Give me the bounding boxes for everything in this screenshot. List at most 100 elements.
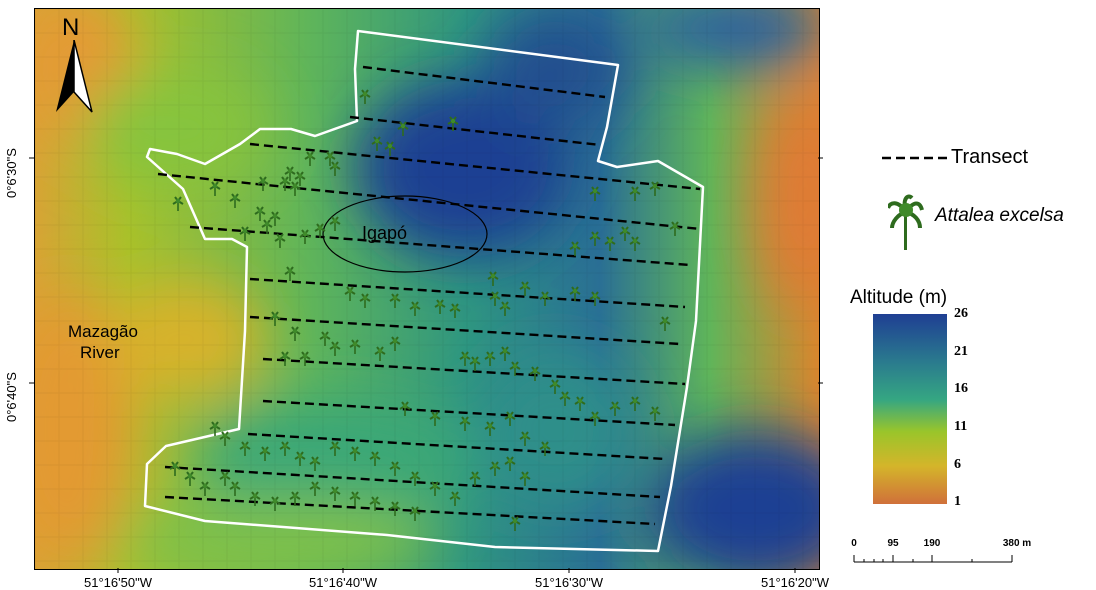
palm-marker — [629, 396, 641, 411]
altitude-tick-21: 21 — [954, 344, 968, 359]
palm-marker — [649, 181, 661, 196]
palm-marker — [349, 491, 361, 506]
palm-marker — [504, 411, 516, 426]
palm-legend-icon — [888, 194, 924, 250]
palm-marker — [509, 361, 521, 376]
transects — [157, 65, 701, 526]
altitude-color-ramp — [873, 314, 947, 504]
palm-marker — [209, 421, 221, 436]
palm-marker — [259, 446, 271, 461]
study-area-boundary — [143, 29, 705, 553]
transect-legend-icon — [882, 156, 952, 160]
altitude-tick-16: 16 — [954, 381, 968, 396]
palm-marker — [629, 236, 641, 251]
palm-marker — [359, 89, 371, 104]
palm-marker — [409, 506, 421, 521]
river-label-line2: River — [80, 343, 120, 362]
palm-marker — [519, 281, 531, 296]
altitude-tick-1: 1 — [954, 494, 961, 509]
palm-marker — [184, 471, 196, 486]
palm-marker — [294, 171, 306, 186]
palm-marker — [384, 141, 396, 156]
transect-line — [249, 142, 701, 191]
palm-marker — [589, 291, 601, 306]
palm-marker — [399, 401, 411, 416]
palm-marker — [309, 456, 321, 471]
altitude-map — [35, 9, 819, 569]
palm-marker — [469, 356, 481, 371]
north-arrow: N — [52, 14, 96, 114]
palm-marker — [429, 481, 441, 496]
palm-marker — [294, 451, 306, 466]
palm-marker — [429, 411, 441, 426]
palm-marker — [459, 416, 471, 431]
palm-marker — [279, 176, 291, 191]
palm-marker — [469, 471, 481, 486]
palm-marker — [329, 161, 341, 176]
transect-line — [262, 399, 676, 427]
palm-marker — [669, 221, 681, 236]
palm-marker — [504, 456, 516, 471]
palm-marker — [371, 136, 383, 151]
lat-label-2: 0°6'40"S — [4, 372, 19, 422]
lon-label-3: 51°16'30"W — [535, 575, 603, 590]
palm-marker — [489, 291, 501, 306]
palm-marker — [299, 351, 311, 366]
palm-marker — [284, 166, 296, 181]
scale-label-0: 0 — [851, 538, 857, 549]
altitude-tick-11: 11 — [954, 419, 968, 434]
palm-marker — [299, 229, 311, 244]
palm-marker — [239, 441, 251, 456]
palm-marker — [257, 176, 269, 191]
palm-marker — [649, 406, 661, 421]
palm-marker — [329, 341, 341, 356]
lon-label-1: 51°16'50"W — [84, 575, 152, 590]
palm-marker — [369, 496, 381, 511]
altitude-tick-6: 6 — [954, 457, 961, 472]
scale-bar-ruler — [853, 555, 1013, 563]
scale-label-190: 190 — [923, 538, 941, 549]
palm-marker — [229, 481, 241, 496]
igapo-label: Igapó — [362, 223, 408, 243]
lat-label-1: 0°6'30"S — [4, 148, 19, 198]
palm-marker — [314, 223, 326, 238]
palm-marker — [389, 293, 401, 308]
transect-line — [362, 65, 606, 99]
palm-marker — [304, 151, 316, 166]
palm-marker — [409, 301, 421, 316]
palm-marker — [619, 226, 631, 241]
palm-marker — [324, 151, 336, 166]
palm-marker — [589, 231, 601, 246]
palm-marker — [254, 206, 266, 221]
palm-marker — [499, 346, 511, 361]
palm-marker — [279, 441, 291, 456]
palm-marker — [569, 286, 581, 301]
palm-marker — [549, 379, 561, 394]
palm-marker — [609, 401, 621, 416]
palm-marker — [219, 471, 231, 486]
north-label: N — [62, 14, 80, 41]
palm-marker — [659, 316, 671, 331]
palm-marker — [539, 441, 551, 456]
palm-marker — [409, 471, 421, 486]
transect-line — [164, 465, 661, 499]
altitude-tick-26: 26 — [954, 306, 968, 321]
palm-marker — [284, 266, 296, 281]
scale-label-95: 95 — [887, 538, 899, 549]
palm-marker — [209, 181, 221, 196]
palm-marker — [349, 446, 361, 461]
palm-marker — [329, 216, 341, 231]
north-arrow-icon — [56, 40, 93, 113]
palm-marker — [539, 291, 551, 306]
palm-marker — [487, 271, 499, 286]
palm-marker — [269, 311, 281, 326]
palm-marker — [289, 326, 301, 341]
palm-marker — [449, 303, 461, 318]
palm-marker — [484, 421, 496, 436]
palm-marker — [279, 351, 291, 366]
palm-marker — [509, 516, 521, 531]
transect-line — [262, 357, 686, 386]
palm-marker — [269, 496, 281, 511]
palm-marker — [434, 299, 446, 314]
palm-marker — [459, 351, 471, 366]
